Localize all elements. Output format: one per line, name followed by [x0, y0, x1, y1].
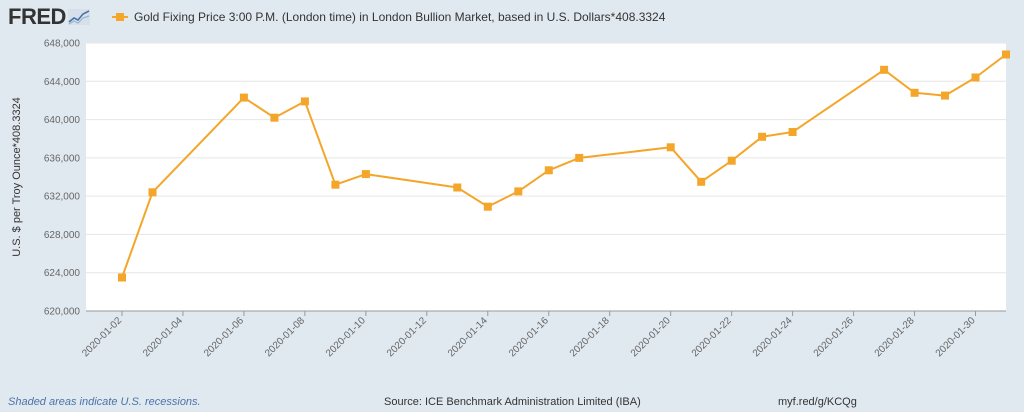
chart-header: FRED Gold Fixing Price 3:00 P.M. (London… [0, 0, 1024, 34]
data-point[interactable] [788, 128, 797, 136]
fred-logo-chart-icon [67, 9, 90, 25]
data-point[interactable] [758, 132, 767, 141]
x-tick-label: 2020-01-14 [446, 315, 490, 359]
data-point[interactable] [544, 166, 553, 175]
x-tick-label: 2020-01-16 [507, 315, 551, 359]
x-tick-label: 2020-01-30 [934, 315, 978, 359]
data-point[interactable] [300, 97, 309, 106]
x-tick-label: 2020-01-08 [263, 315, 307, 359]
x-tick-label: 2020-01-24 [751, 315, 795, 359]
data-point[interactable] [880, 65, 889, 74]
y-axis-title: U.S. $ per Troy Ounce*408.3324 [11, 97, 23, 257]
x-tick-label: 2020-01-28 [873, 315, 917, 359]
source-note: Source: ICE Benchmark Administration Lim… [384, 396, 641, 408]
series-line[interactable] [121, 53, 1007, 278]
data-point[interactable] [971, 73, 980, 82]
x-tick-label: 2020-01-20 [629, 315, 673, 359]
chart: 620,000 624,000 628,000 632,000 636,000 640,0… [11, 39, 1010, 359]
y-tick-label: 644,000 [44, 77, 81, 88]
x-tick-label: 2020-01-18 [568, 315, 612, 359]
y-tick-label: 636,000 [44, 153, 81, 164]
x-tick-label: 2020-01-02 [80, 315, 124, 359]
data-point[interactable] [148, 188, 157, 197]
recession-note: Shaded areas indicate U.S. recessions. [8, 396, 201, 408]
x-tick-label: 2020-01-10 [324, 315, 368, 359]
data-point[interactable] [118, 273, 126, 282]
x-tick-label: 2020-01-06 [202, 315, 246, 359]
fred-logo-text: FRED [8, 4, 66, 29]
data-point[interactable] [1002, 50, 1010, 59]
data-point[interactable] [727, 156, 736, 165]
x-axis: 2020-01-02 2020-01-04 2020-01-06 2020-01-08… [80, 310, 1006, 359]
data-point[interactable] [941, 91, 949, 100]
x-tick-label: 2020-01-04 [141, 315, 185, 359]
y-tick-label: 648,000 [44, 39, 81, 50]
data-point[interactable] [361, 170, 370, 179]
legend-swatch [112, 11, 128, 23]
data-point[interactable] [697, 177, 706, 186]
y-tick-label: 628,000 [44, 230, 81, 241]
y-tick-label: 632,000 [44, 192, 81, 203]
data-point[interactable] [331, 180, 340, 189]
data-point[interactable] [453, 183, 462, 192]
x-tick-label: 2020-01-26 [812, 315, 856, 359]
data-point[interactable] [666, 143, 675, 152]
data-point[interactable] [483, 202, 492, 211]
data-point[interactable] [239, 93, 248, 102]
x-tick-label: 2020-01-12 [385, 315, 429, 359]
x-tick-label: 2020-01-22 [690, 315, 734, 359]
legend-label: Gold Fixing Price 3:00 P.M. (London time… [134, 10, 666, 24]
y-tick-label: 624,000 [44, 268, 81, 279]
y-axis: 620,000 624,000 628,000 632,000 636,000 640,0… [44, 39, 81, 318]
plot-area [86, 43, 1006, 311]
short-link[interactable]: myf.red/g/KCQg [778, 396, 857, 408]
data-series [118, 50, 1010, 282]
y-tick-label: 620,000 [44, 307, 81, 318]
fred-logo[interactable]: FRED [8, 4, 90, 29]
data-point[interactable] [270, 113, 279, 122]
data-point[interactable] [910, 88, 919, 97]
y-tick-label: 640,000 [44, 115, 81, 126]
chart-legend[interactable]: Gold Fixing Price 3:00 P.M. (London time… [112, 10, 665, 24]
data-point[interactable] [575, 153, 584, 162]
data-point[interactable] [514, 187, 523, 196]
